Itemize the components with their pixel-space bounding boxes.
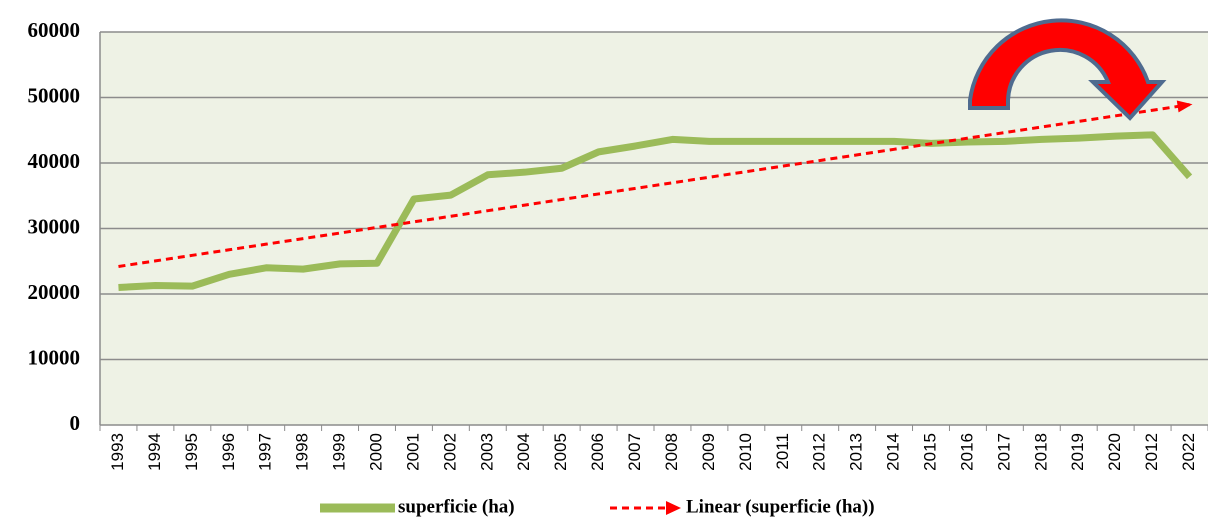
x-tick-label: 1996 xyxy=(219,433,238,471)
y-tick-label: 30000 xyxy=(28,214,81,238)
x-tick-label: 2003 xyxy=(477,433,496,471)
x-tick-label: 1993 xyxy=(108,433,127,471)
x-tick-label: 2010 xyxy=(736,433,755,471)
x-tick-label: 2007 xyxy=(625,433,644,471)
x-tick-label: 1999 xyxy=(330,433,349,471)
x-tick-label: 2013 xyxy=(847,433,866,471)
y-tick-label: 0 xyxy=(70,411,81,435)
x-tick-label: 2005 xyxy=(551,433,570,471)
x-tick-label: 2012 xyxy=(810,433,829,471)
y-tick-label: 40000 xyxy=(28,149,81,173)
x-tick-label: 2000 xyxy=(366,433,385,471)
x-tick-label: 2019 xyxy=(1068,433,1087,471)
x-tick-label: 2016 xyxy=(957,433,976,471)
y-tick-label: 20000 xyxy=(28,280,81,304)
x-tick-label: 2012 xyxy=(1142,433,1161,471)
x-tick-label: 1998 xyxy=(293,433,312,471)
chart: superficie (ha) Linear (superficie (ha))… xyxy=(0,0,1208,522)
x-tick-label: 2004 xyxy=(514,433,533,471)
x-tick-label: 1995 xyxy=(182,433,201,471)
y-tick-label: 50000 xyxy=(28,83,81,107)
x-tick-label: 2018 xyxy=(1031,433,1050,471)
x-tick-label: 1997 xyxy=(256,433,275,471)
legend-label: Linear (superficie (ha)) xyxy=(686,496,875,517)
x-tick-label: 2008 xyxy=(662,433,681,471)
y-tick-label: 60000 xyxy=(28,18,81,42)
x-tick-label: 2022 xyxy=(1179,433,1198,471)
x-tick-label: 2006 xyxy=(588,433,607,471)
x-tick-label: 2014 xyxy=(884,433,903,471)
y-tick-label: 10000 xyxy=(28,345,81,369)
x-tick-label: 2002 xyxy=(440,433,459,471)
x-tick-label: 2020 xyxy=(1105,433,1124,471)
legend-arrowhead xyxy=(666,501,681,515)
x-tick-label: 2009 xyxy=(699,433,718,471)
x-tick-label: 1994 xyxy=(145,433,164,471)
legend-label: superficie (ha) xyxy=(398,496,515,517)
x-tick-label: 2015 xyxy=(920,433,939,471)
x-tick-label: 2001 xyxy=(403,433,422,471)
x-tick-label: 2011 xyxy=(773,433,792,470)
x-tick-label: 2017 xyxy=(994,433,1013,471)
